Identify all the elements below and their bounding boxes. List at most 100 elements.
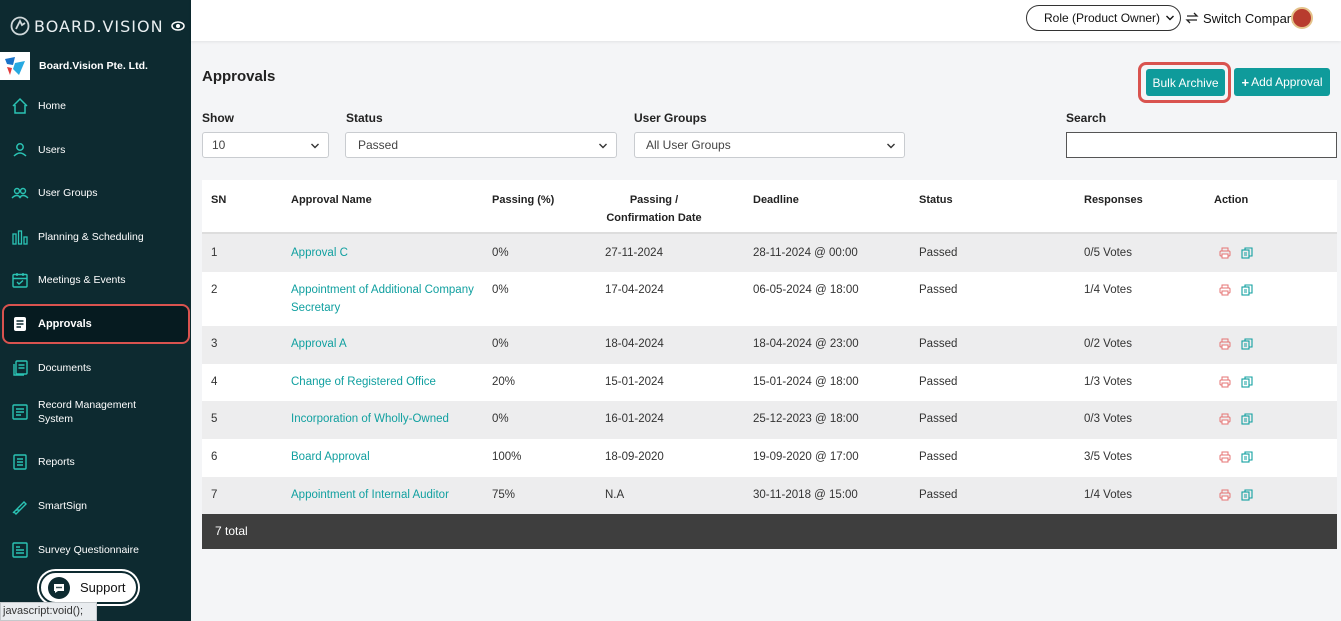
chevron-down-icon (311, 143, 319, 149)
print-icon[interactable] (1219, 376, 1231, 388)
copy-document-icon[interactable] (1241, 451, 1253, 463)
approval-name-link[interactable]: Appointment of Internal Auditor (291, 489, 449, 501)
col-approval-name[interactable]: Approval Name (291, 194, 372, 206)
user-icon (13, 143, 27, 157)
sidebar-item-planning[interactable]: Planning & Scheduling (0, 217, 191, 257)
cell-sn: 6 (211, 451, 218, 463)
col-confirmation-date[interactable]: Passing / Confirmation Date (605, 191, 703, 227)
brand-name: BOARD.VISION (34, 16, 164, 36)
copy-document-icon[interactable] (1241, 376, 1253, 388)
home-icon (12, 97, 28, 114)
row-actions (1219, 338, 1253, 350)
show-select[interactable]: 10 (202, 132, 329, 158)
cell-deadline: 30-11-2018 @ 15:00 (753, 489, 858, 501)
show-value: 10 (212, 138, 226, 152)
company-switcher[interactable]: Board.Vision Pte. Ltd. (0, 52, 191, 80)
chevron-down-icon (599, 143, 607, 149)
add-approval-label: Add Approval (1251, 75, 1323, 89)
sidebar-item-user-groups[interactable]: User Groups (0, 173, 191, 213)
record-icon (12, 404, 28, 420)
col-date-line2: Confirmation Date (606, 212, 702, 224)
col-sn[interactable]: SN (211, 194, 227, 206)
cell-responses: 1/4 Votes (1084, 489, 1132, 501)
sidebar-item-documents[interactable]: Documents (0, 348, 191, 388)
copy-document-icon[interactable] (1241, 284, 1253, 296)
row-actions (1219, 489, 1253, 501)
chevron-down-icon (887, 143, 895, 149)
company-logo (0, 52, 30, 80)
copy-document-icon[interactable] (1241, 247, 1253, 259)
col-deadline[interactable]: Deadline (753, 194, 799, 206)
sidebar-item-survey[interactable]: Survey Questionnaire (0, 530, 191, 570)
cell-status: Passed (919, 413, 958, 425)
plus-icon: + (1241, 74, 1250, 90)
cell-sn: 7 (211, 489, 218, 501)
copy-document-icon[interactable] (1241, 413, 1253, 425)
reports-icon (13, 454, 27, 470)
cell-deadline: 19-09-2020 @ 17:00 (753, 451, 859, 463)
add-approval-button[interactable]: + Add Approval (1234, 68, 1330, 96)
topbar: Role (Product Owner) Switch Company (191, 0, 1341, 41)
cell-sn: 4 (211, 376, 218, 388)
eye-icon[interactable] (171, 19, 185, 33)
copy-document-icon[interactable] (1241, 489, 1253, 501)
survey-icon (12, 542, 28, 558)
row-actions (1219, 413, 1253, 425)
browser-status-bar: javascript:void(); (0, 602, 97, 621)
sidebar-item-label: Home (38, 100, 67, 112)
swap-arrows-icon (1185, 12, 1199, 24)
row-actions (1219, 284, 1253, 296)
cell-deadline: 06-05-2024 @ 18:00 (753, 284, 859, 296)
user-groups-label: User Groups (634, 111, 707, 125)
col-responses[interactable]: Responses (1084, 194, 1143, 206)
sidebar-item-approvals[interactable]: Approvals (2, 304, 190, 344)
cell-status: Passed (919, 338, 958, 350)
sidebar-item-users[interactable]: Users (0, 130, 191, 170)
status-select[interactable]: Passed (345, 132, 617, 158)
approval-name-link[interactable]: Board Approval (291, 451, 370, 463)
approval-name-link[interactable]: Incorporation of Wholly-Owned (291, 413, 449, 425)
switch-company-link[interactable]: Switch Company (1185, 8, 1301, 28)
approval-name-link[interactable]: Approval C (291, 247, 348, 259)
print-icon[interactable] (1219, 451, 1231, 463)
print-icon[interactable] (1219, 489, 1231, 501)
sidebar-item-reports[interactable]: Reports (0, 442, 191, 482)
cell-sn: 5 (211, 413, 218, 425)
table-header: SN Approval Name Passing (%) Passing / C… (202, 180, 1337, 234)
sidebar-item-label: Users (38, 144, 66, 156)
search-input[interactable] (1066, 132, 1337, 158)
calendar-icon (12, 273, 28, 288)
role-select[interactable]: Role (Product Owner) (1026, 5, 1181, 31)
cell-sn: 2 (211, 284, 218, 296)
col-action: Action (1214, 194, 1249, 206)
print-icon[interactable] (1219, 413, 1231, 425)
approval-name-link[interactable]: Appointment of Additional Company Secret… (291, 284, 474, 314)
row-actions (1219, 451, 1253, 463)
sidebar-item-home[interactable]: Home (0, 86, 191, 126)
cell-deadline: 25-12-2023 @ 18:00 (753, 413, 859, 425)
brand[interactable]: BOARD.VISION (10, 14, 185, 38)
print-icon[interactable] (1219, 284, 1231, 296)
copy-document-icon[interactable] (1241, 338, 1253, 350)
cell-date: 17-04-2024 (605, 284, 664, 296)
sidebar-item-meetings[interactable]: Meetings & Events (0, 260, 191, 300)
print-icon[interactable] (1219, 247, 1231, 259)
table-row: 2 Appointment of Additional Company Secre… (202, 272, 1337, 326)
user-groups-select[interactable]: All User Groups (634, 132, 905, 158)
col-status[interactable]: Status (919, 194, 953, 206)
col-date-line1: Passing / (629, 194, 679, 206)
print-icon[interactable] (1219, 338, 1231, 350)
signature-pen-icon (12, 501, 27, 515)
approval-name-link[interactable]: Approval A (291, 338, 347, 350)
sidebar-item-label: Survey Questionnaire (38, 544, 139, 556)
table-footer-total: 7 total (202, 514, 1337, 549)
sidebar-item-record-management[interactable]: Record Management System (0, 392, 191, 432)
avatar[interactable] (1291, 7, 1313, 29)
approval-name-link[interactable]: Change of Registered Office (291, 376, 436, 388)
company-logo-icon (5, 57, 25, 75)
cell-passing: 0% (492, 338, 509, 350)
support-button[interactable]: Support (39, 571, 138, 604)
bulk-archive-button[interactable]: Bulk Archive (1146, 69, 1225, 96)
col-passing[interactable]: Passing (%) (492, 194, 555, 206)
sidebar-item-smartsign[interactable]: SmartSign (0, 486, 191, 526)
